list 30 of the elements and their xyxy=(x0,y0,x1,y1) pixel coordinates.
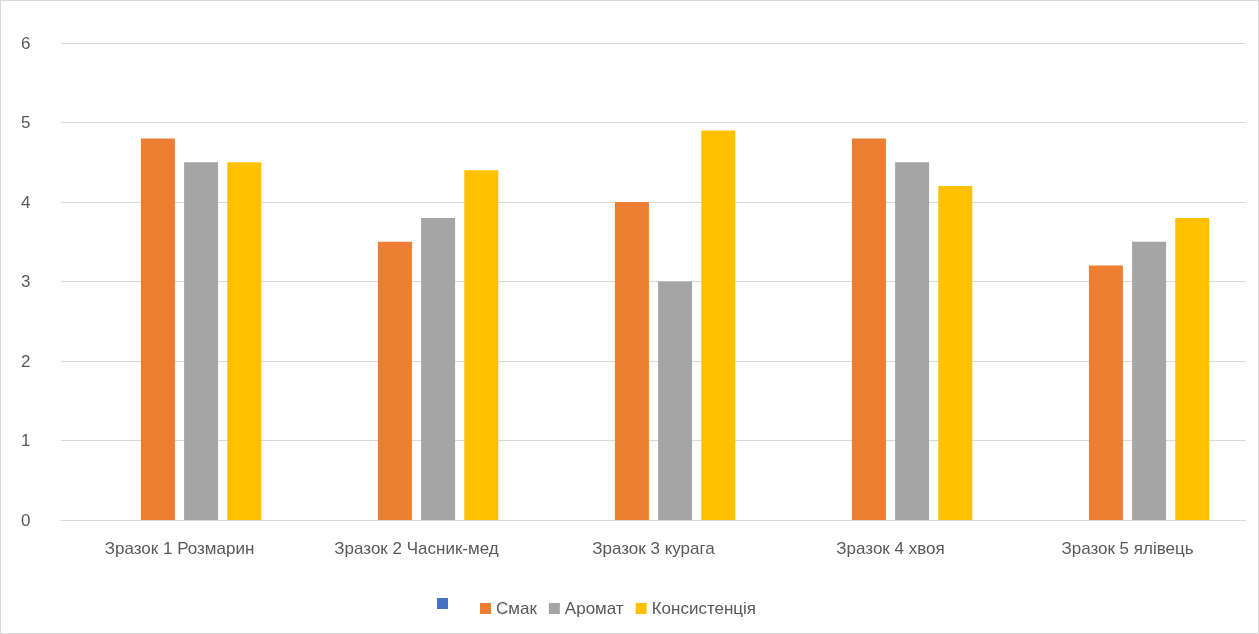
bar xyxy=(701,130,736,520)
bar xyxy=(614,202,649,520)
bar xyxy=(851,138,886,520)
bar xyxy=(184,162,219,520)
y-tick-label: 3 xyxy=(21,272,31,291)
y-tick-label: 0 xyxy=(21,510,31,530)
y-tick-label: 4 xyxy=(21,192,31,212)
bar xyxy=(140,138,175,520)
x-tick-label: Зразок 3 курага xyxy=(592,539,716,558)
legend-label: Смак xyxy=(496,599,538,618)
x-tick-label: Зразок 1 Розмарин xyxy=(104,539,255,558)
bar xyxy=(895,162,930,520)
legend-label: Консистенція xyxy=(651,599,757,618)
y-tick-label: 2 xyxy=(21,351,31,371)
bar xyxy=(227,162,262,520)
legend-label: Аромат xyxy=(564,599,624,618)
bar xyxy=(1175,217,1210,520)
bar xyxy=(421,217,456,520)
bar xyxy=(658,281,693,520)
bar xyxy=(1132,241,1167,520)
bar xyxy=(938,186,973,520)
x-tick-label: Зразок 2 Часник-мед xyxy=(334,539,499,558)
y-tick-label: 1 xyxy=(21,431,31,450)
x-tick-label: Зразок 5 ялівець xyxy=(1061,539,1194,558)
bar xyxy=(1088,265,1123,520)
bar xyxy=(464,170,499,520)
y-tick-label: 6 xyxy=(21,33,31,53)
bar xyxy=(377,241,412,520)
x-tick-label: Зразок 4 хвоя xyxy=(836,539,945,558)
y-tick-label: 5 xyxy=(21,113,31,132)
